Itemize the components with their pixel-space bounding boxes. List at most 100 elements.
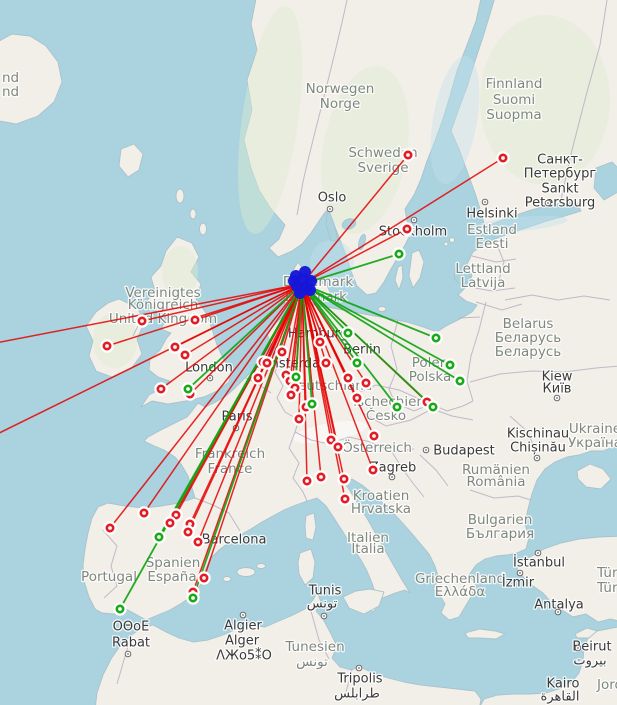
destination-marker-red[interactable] bbox=[100, 339, 114, 353]
destination-marker-red[interactable] bbox=[341, 371, 355, 385]
destination-marker-red[interactable] bbox=[251, 371, 265, 385]
landmass-levant-egypt bbox=[480, 626, 617, 705]
destination-marker-red[interactable] bbox=[359, 376, 373, 390]
map-label-country: Norwegen bbox=[306, 81, 375, 97]
destination-marker-green[interactable] bbox=[390, 400, 404, 414]
destination-marker-red[interactable] bbox=[496, 151, 510, 165]
landmass-north-africa bbox=[95, 591, 482, 705]
destination-marker-red[interactable] bbox=[300, 474, 314, 488]
town-icon bbox=[544, 199, 552, 207]
route-line-red bbox=[285, 283, 303, 376]
map-label-country: Vereinigtes bbox=[125, 285, 200, 301]
destination-marker-red[interactable] bbox=[319, 356, 333, 370]
destination-marker-green[interactable] bbox=[113, 602, 127, 616]
map-label-country: Lettland bbox=[455, 261, 510, 277]
map-label-city: Петербург bbox=[524, 167, 597, 182]
destination-marker-red[interactable] bbox=[188, 313, 202, 327]
destination-marker-red[interactable] bbox=[191, 535, 205, 549]
island-aland bbox=[449, 237, 455, 243]
destination-marker-red[interactable] bbox=[183, 517, 197, 531]
destination-marker-red[interactable] bbox=[284, 388, 298, 402]
destination-marker-red[interactable] bbox=[337, 472, 351, 486]
map-label-city: طرابلس bbox=[334, 687, 380, 702]
route-line-green bbox=[119, 283, 303, 610]
town-icon bbox=[355, 664, 363, 672]
town-icon bbox=[124, 650, 132, 658]
destination-marker-red[interactable] bbox=[331, 440, 345, 454]
destination-marker-green[interactable] bbox=[305, 397, 319, 411]
destination-marker-green[interactable] bbox=[426, 400, 440, 414]
town-icon bbox=[534, 549, 542, 557]
destination-marker-red[interactable] bbox=[367, 429, 381, 443]
landmass-faroe bbox=[118, 143, 144, 178]
route-line-red-offscreen bbox=[0, 283, 303, 434]
destination-marker-red[interactable] bbox=[163, 516, 177, 530]
destination-marker-green[interactable] bbox=[443, 358, 457, 372]
origin-marker-cluster[interactable] bbox=[288, 266, 317, 299]
map-label-country: România bbox=[466, 474, 525, 490]
destination-marker-green[interactable] bbox=[392, 247, 406, 261]
destination-marker-green[interactable] bbox=[181, 382, 195, 396]
destination-marker-red[interactable] bbox=[137, 506, 151, 520]
landmass-iceland bbox=[0, 33, 63, 125]
route-line-red bbox=[298, 283, 303, 420]
route-line-red bbox=[301, 283, 308, 482]
town-dots-layer bbox=[124, 198, 582, 672]
destination-marker-red[interactable] bbox=[366, 463, 380, 477]
map-label-country: nd bbox=[2, 70, 19, 86]
map-label-city: Kiew bbox=[542, 370, 573, 385]
town-icon bbox=[574, 644, 582, 652]
destination-marker-red[interactable] bbox=[401, 148, 415, 162]
map-label-city: İstanbul bbox=[513, 555, 565, 571]
destination-marker-red[interactable] bbox=[275, 345, 289, 359]
destination-marker-red[interactable] bbox=[103, 521, 117, 535]
map-label-country: Kroatien bbox=[353, 488, 410, 504]
destination-marker-green[interactable] bbox=[186, 591, 200, 605]
town-icon bbox=[553, 394, 561, 402]
map-label-country: Polska bbox=[409, 369, 452, 385]
route-line-green bbox=[301, 283, 461, 382]
town-icon bbox=[554, 608, 562, 616]
lake-vanern bbox=[341, 218, 357, 230]
island-sicily bbox=[342, 588, 385, 615]
map-label-city: Rabat bbox=[112, 636, 150, 651]
destination-marker-green[interactable] bbox=[350, 356, 364, 370]
destination-marker-red[interactable] bbox=[292, 412, 306, 426]
destination-marker-red[interactable] bbox=[197, 571, 211, 585]
destination-marker-red[interactable] bbox=[400, 222, 414, 236]
route-line-red bbox=[301, 157, 504, 285]
route-line-green bbox=[295, 283, 303, 378]
destination-marker-red[interactable] bbox=[154, 382, 168, 396]
destination-marker-green[interactable] bbox=[289, 370, 303, 384]
route-line-red bbox=[301, 283, 346, 500]
map-label-country: Jordanien bbox=[596, 677, 617, 693]
map-label-country: Sverige bbox=[357, 160, 408, 176]
town-icon bbox=[239, 611, 247, 619]
destination-marker-green[interactable] bbox=[429, 331, 443, 345]
destination-marker-red[interactable] bbox=[181, 525, 195, 539]
destination-marker-red[interactable] bbox=[350, 391, 364, 405]
map-label-city: Alger bbox=[225, 634, 260, 649]
destination-marker-red[interactable] bbox=[314, 470, 328, 484]
route-line-red bbox=[301, 228, 408, 285]
destination-marker-red[interactable] bbox=[168, 340, 182, 354]
map-label-country: Italien bbox=[347, 530, 389, 546]
map-label-country: Беларусь bbox=[495, 344, 561, 360]
destination-marker-red[interactable] bbox=[135, 314, 149, 328]
town-icon bbox=[516, 569, 524, 577]
map-label-country: Hrvatska bbox=[351, 501, 411, 517]
map-label-city: القاهرة bbox=[541, 690, 580, 705]
destination-marker-green[interactable] bbox=[152, 530, 166, 544]
map-label-city: Helsinki bbox=[466, 207, 517, 222]
landmass-scandinavia bbox=[243, 0, 482, 296]
route-line-red bbox=[301, 283, 374, 471]
destination-marker-red[interactable] bbox=[178, 348, 192, 362]
destination-marker-red[interactable] bbox=[313, 335, 327, 349]
map-label-country: Ukraine bbox=[569, 421, 617, 437]
destination-marker-green[interactable] bbox=[453, 374, 467, 388]
destination-marker-red[interactable] bbox=[338, 492, 352, 506]
destination-marker-green[interactable] bbox=[341, 326, 355, 340]
destination-marker-red[interactable] bbox=[260, 356, 274, 370]
